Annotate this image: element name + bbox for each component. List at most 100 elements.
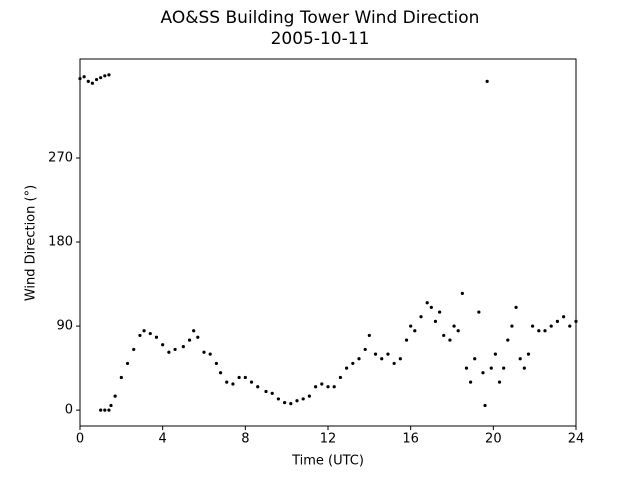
point xyxy=(469,380,473,384)
point xyxy=(452,324,456,328)
x-tick-label: 8 xyxy=(241,432,249,447)
point xyxy=(442,333,446,338)
point xyxy=(568,324,572,328)
point xyxy=(119,375,123,380)
point xyxy=(94,77,99,82)
point xyxy=(107,408,111,412)
point xyxy=(398,357,402,361)
y-axis-label: Wind Direction (°) xyxy=(24,185,39,301)
x-axis-label: Time (UTC) xyxy=(291,454,364,469)
point xyxy=(132,347,136,352)
point xyxy=(86,79,90,84)
point xyxy=(187,338,192,342)
point xyxy=(489,366,493,370)
point xyxy=(497,380,502,384)
point xyxy=(448,338,452,342)
point xyxy=(276,397,280,401)
point xyxy=(225,380,229,384)
point xyxy=(237,375,241,380)
point xyxy=(181,345,185,349)
point xyxy=(419,315,423,319)
point xyxy=(438,310,442,314)
point xyxy=(109,403,113,408)
point xyxy=(264,389,268,394)
point xyxy=(202,350,206,354)
point xyxy=(192,329,196,333)
point xyxy=(481,371,485,375)
point xyxy=(502,366,506,370)
point xyxy=(148,331,152,336)
point xyxy=(214,361,218,366)
point xyxy=(249,380,254,384)
point xyxy=(460,291,464,295)
point xyxy=(113,394,117,398)
y-tick-label: 90 xyxy=(56,319,73,334)
point xyxy=(283,401,287,405)
point xyxy=(99,408,103,412)
point xyxy=(99,76,103,80)
point xyxy=(404,338,409,342)
point xyxy=(351,361,355,366)
x-tick-label: 24 xyxy=(568,432,585,447)
point xyxy=(485,79,489,84)
point xyxy=(289,401,293,406)
point xyxy=(464,366,469,370)
chart-title: AO&SS Building Tower Wind Direction xyxy=(161,8,480,28)
point xyxy=(173,347,177,352)
point xyxy=(142,329,146,333)
point xyxy=(103,408,107,412)
point xyxy=(429,305,433,310)
point xyxy=(386,352,390,356)
point xyxy=(483,403,487,408)
point xyxy=(231,382,235,386)
point xyxy=(82,75,86,79)
point xyxy=(90,81,94,85)
plot-frame xyxy=(79,58,577,427)
point xyxy=(555,319,560,324)
point xyxy=(332,385,336,389)
point xyxy=(196,335,200,339)
point xyxy=(373,352,378,356)
point xyxy=(295,399,299,403)
point xyxy=(506,338,510,342)
point xyxy=(154,335,159,339)
chart-subtitle: 2005-10-11 xyxy=(271,29,370,49)
point xyxy=(514,305,518,310)
point xyxy=(78,77,82,81)
point xyxy=(531,324,535,328)
point xyxy=(549,324,553,328)
point xyxy=(537,329,541,333)
point xyxy=(161,343,165,347)
point xyxy=(345,366,349,370)
x-tick-label: 12 xyxy=(320,432,337,447)
point xyxy=(103,74,107,78)
y-tick-label: 270 xyxy=(48,150,73,165)
point xyxy=(314,385,318,389)
x-tick-label: 0 xyxy=(76,432,84,447)
x-tick-label: 16 xyxy=(402,432,419,447)
point xyxy=(270,391,274,395)
point xyxy=(243,375,247,380)
point xyxy=(473,357,477,361)
point xyxy=(326,385,330,389)
point xyxy=(510,324,514,328)
point xyxy=(363,347,367,352)
point xyxy=(526,352,531,356)
point xyxy=(208,352,212,356)
point xyxy=(518,357,522,361)
point xyxy=(433,319,438,324)
point xyxy=(562,315,566,319)
point xyxy=(338,375,342,380)
point xyxy=(413,329,417,333)
point xyxy=(357,357,361,361)
point xyxy=(380,357,384,361)
y-tick-label: 0 xyxy=(65,403,73,418)
y-tick-label: 180 xyxy=(48,235,73,250)
point xyxy=(477,310,481,314)
point xyxy=(367,333,371,338)
point xyxy=(522,366,526,370)
point xyxy=(301,397,305,401)
point xyxy=(543,329,547,333)
point xyxy=(409,324,413,328)
